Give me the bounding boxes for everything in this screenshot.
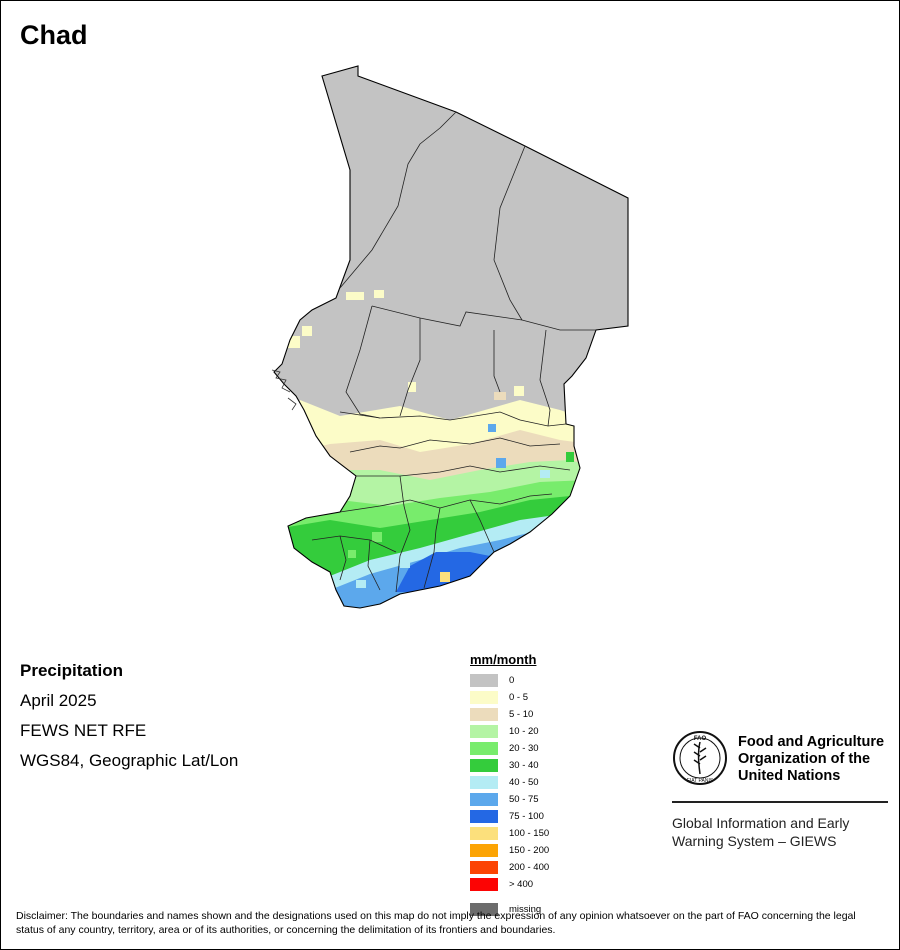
legend-swatch xyxy=(470,674,498,687)
legend-swatch xyxy=(470,708,498,721)
legend-swatch xyxy=(470,903,498,916)
logo-divider xyxy=(672,801,888,803)
legend-label: 75 - 100 xyxy=(509,811,544,822)
legend-item: 0 xyxy=(470,672,549,689)
period-label: April 2025 xyxy=(20,691,97,710)
legend-label: 100 - 150 xyxy=(509,828,550,839)
legend-item: 30 - 40 xyxy=(470,757,549,774)
legend-label: 10 - 20 xyxy=(509,726,539,737)
legend-item: 0 - 5 xyxy=(470,689,549,706)
legend-swatch xyxy=(470,810,498,823)
legend-label: 20 - 30 xyxy=(509,743,539,754)
legend-label: 200 - 400 xyxy=(509,862,550,873)
legend-label: 150 - 200 xyxy=(509,845,550,856)
legend-swatch xyxy=(470,844,498,857)
legend-label: missing xyxy=(509,904,542,915)
legend-swatch xyxy=(470,878,498,891)
legend: mm/month 0 0 - 5 5 - 10 10 - 20 20 - 30 30 - … xyxy=(470,652,549,918)
legend-label: 40 - 50 xyxy=(509,777,539,788)
legend-swatch xyxy=(470,793,498,806)
giews-line1: Global Information and Early xyxy=(672,815,850,831)
fao-emblem-icon: FAO FIAT PANIS xyxy=(673,731,727,785)
legend-swatch xyxy=(470,742,498,755)
giews-line2: Warning System – GIEWS xyxy=(672,833,837,849)
legend-item: 40 - 50 xyxy=(470,774,549,791)
legend-swatch xyxy=(470,861,498,874)
legend-item: 75 - 100 xyxy=(470,808,549,825)
legend-item: 100 - 150 xyxy=(470,825,549,842)
fao-emblem-text: FAO xyxy=(694,736,707,742)
legend-label: 0 xyxy=(509,675,515,686)
legend-label: 0 - 5 xyxy=(509,692,529,703)
fao-emblem-motto: FIAT PANIS xyxy=(687,778,714,784)
legend-item: 10 - 20 xyxy=(470,723,549,740)
legend-item: 5 - 10 xyxy=(470,706,549,723)
legend-swatch xyxy=(470,759,498,772)
map-title: Chad xyxy=(20,20,88,50)
giews-text: Global Information and Early Warning Sys… xyxy=(672,814,892,850)
map-info: Precipitation April 2025 FEWS NET RFE WG… xyxy=(20,656,238,776)
legend-label: 30 - 40 xyxy=(509,760,539,771)
fao-name-line1: Food and Agriculture xyxy=(738,734,885,750)
projection-label: WGS84, Geographic Lat/Lon xyxy=(20,751,239,770)
legend-label: 50 - 75 xyxy=(509,794,539,805)
legend-items: 0 0 - 5 5 - 10 10 - 20 20 - 30 30 - 40 40 - 50… xyxy=(470,672,549,918)
legend-swatch xyxy=(470,691,498,704)
fao-name-line2: Organization of the xyxy=(738,751,871,767)
legend-item: missing xyxy=(470,901,549,918)
legend-item: 20 - 30 xyxy=(470,740,549,757)
chad-precipitation-map xyxy=(271,65,629,609)
legend-item: 150 - 200 xyxy=(470,842,549,859)
variable-label: Precipitation xyxy=(20,661,123,680)
legend-item: 50 - 75 xyxy=(470,791,549,808)
fao-name: Food and Agriculture Organization of the… xyxy=(738,734,898,785)
source-label: FEWS NET RFE xyxy=(20,721,147,740)
legend-swatch xyxy=(470,725,498,738)
legend-item: > 400 xyxy=(470,876,549,893)
legend-label: > 400 xyxy=(509,879,534,890)
legend-label: 5 - 10 xyxy=(509,709,534,720)
legend-swatch xyxy=(470,827,498,840)
fao-name-line3: United Nations xyxy=(738,768,841,784)
disclaimer: Disclaimer: The boundaries and names sho… xyxy=(16,910,856,936)
legend-item: 200 - 400 xyxy=(470,859,549,876)
legend-title: mm/month xyxy=(470,652,537,667)
legend-swatch xyxy=(470,776,498,789)
